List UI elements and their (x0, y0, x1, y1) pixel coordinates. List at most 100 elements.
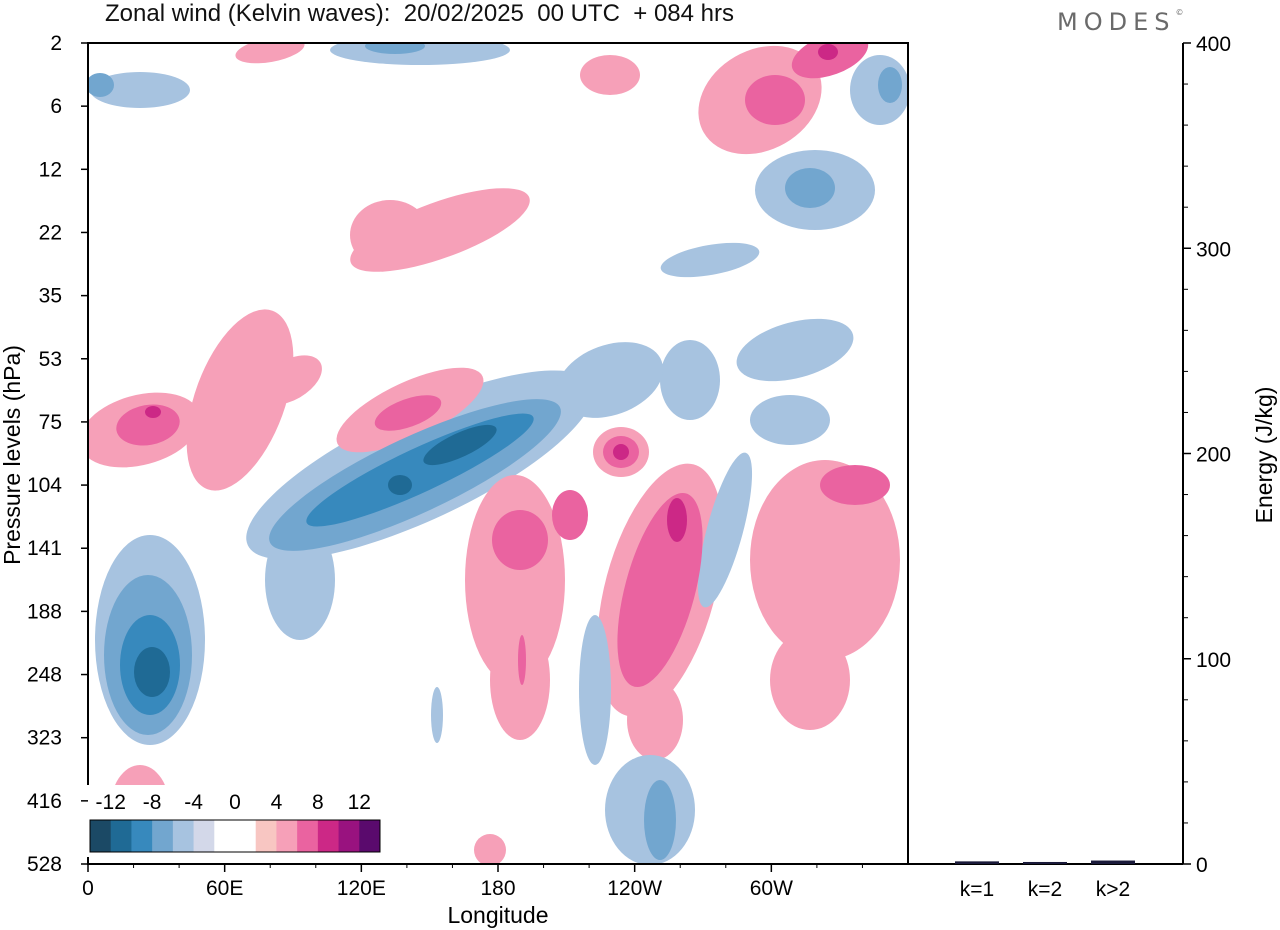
negative-wind-contour (878, 67, 902, 103)
negative-wind-contour (660, 340, 720, 420)
positive-wind-contour (258, 355, 322, 405)
colorbar-swatch (276, 820, 298, 852)
negative-wind-contour (579, 615, 611, 765)
energy-tick-label: 100 (1196, 649, 1231, 672)
x-tick-label: 180 (480, 877, 515, 900)
y-tick-label: 528 (27, 853, 62, 876)
y-tick-label: 53 (39, 348, 62, 371)
negative-wind-contour (785, 168, 835, 208)
y-tick-label: 104 (27, 474, 62, 497)
positive-wind-contour (613, 444, 629, 460)
y-tick-label: 35 (39, 285, 62, 308)
energy-axis-title: Energy (J/kg) (1251, 387, 1277, 524)
positive-wind-contour (745, 75, 805, 125)
colorbar-swatch (131, 820, 153, 852)
y-tick-label: 22 (39, 221, 62, 244)
colorbar-label: 0 (229, 791, 241, 814)
colorbar-swatch (359, 820, 381, 852)
colorbar-swatch (193, 820, 215, 852)
positive-wind-contour (552, 490, 588, 540)
positive-wind-contour (350, 200, 430, 270)
positive-wind-contour (617, 492, 703, 688)
negative-wind-contour (750, 395, 830, 445)
negative-wind-contour (90, 72, 190, 108)
positive-wind-contour (492, 510, 548, 570)
colorbar: -12 -8 -4 0 4 8 12 (84, 785, 386, 857)
energy-tick-label: 200 (1196, 444, 1231, 467)
y-tick-label: 188 (27, 600, 62, 623)
positive-wind-contour (145, 406, 161, 418)
positive-wind-contour (186, 309, 294, 491)
x-tick-label: 120W (607, 877, 662, 900)
negative-wind-contour (431, 687, 443, 743)
positive-wind-contour (750, 460, 900, 660)
y-tick-label: 12 (39, 158, 62, 181)
y-tick-label: 75 (39, 411, 62, 434)
colorbar-label: -4 (184, 791, 203, 814)
colorbar-label: -12 (96, 791, 126, 814)
colorbar-swatch (235, 820, 257, 852)
positive-wind-contour (627, 680, 683, 760)
colorbar-swatch (338, 820, 360, 852)
energy-panel: 0 100 200 300 400 k=1 k=2 k>2 (908, 33, 1231, 901)
negative-wind-contour (134, 647, 170, 697)
longitude-axis: 0 60E 120E 180 120W 60W (82, 864, 863, 900)
colorbar-swatch (172, 820, 195, 852)
negative-wind-contour (736, 318, 854, 382)
energy-category-label: k=2 (1028, 878, 1062, 901)
positive-wind-contour (667, 498, 687, 542)
colorbar-swatch (317, 820, 340, 852)
energy-bar (1091, 860, 1135, 864)
positive-wind-contour (818, 44, 838, 60)
y-tick-label: 416 (27, 790, 62, 813)
zonal-wind-heatmap (88, 43, 908, 864)
y-tick-label: 2 (50, 32, 62, 55)
energy-tick-label: 300 (1196, 238, 1231, 261)
positive-wind-contour (580, 55, 640, 95)
x-tick-label: 60E (206, 877, 243, 900)
modes-logo: MODES© (1057, 8, 1184, 36)
negative-wind-contour (365, 43, 425, 54)
colorbar-swatch (297, 820, 319, 852)
negative-wind-contour (644, 780, 676, 860)
energy-category-label: k>2 (1096, 878, 1130, 901)
energy-tick-label: 400 (1196, 33, 1231, 56)
y-tick-label: 323 (27, 727, 62, 750)
positive-wind-contour (116, 404, 180, 446)
negative-wind-contour (423, 424, 497, 466)
colorbar-swatch (90, 820, 112, 852)
positive-wind-contour (474, 834, 506, 864)
colorbar-swatch (152, 820, 174, 852)
positive-wind-contour (374, 395, 442, 431)
positive-wind-contour (518, 635, 526, 685)
energy-category-label: k=1 (960, 878, 994, 901)
x-tick-label: 120E (337, 877, 386, 900)
colorbar-swatch (255, 820, 277, 852)
colorbar-swatch (110, 820, 132, 852)
x-axis-title: Longitude (447, 902, 548, 928)
pressure-axis: 2 6 12 22 35 53 75 104 141 188 248 323 416 528 (27, 32, 88, 876)
colorbar-label: -8 (143, 791, 162, 814)
negative-wind-contour (88, 73, 114, 97)
y-tick-label: 141 (27, 537, 62, 560)
y-tick-label: 248 (27, 664, 62, 687)
colorbar-label: 4 (271, 791, 283, 814)
positive-wind-contour (770, 630, 850, 730)
y-tick-label: 6 (50, 95, 62, 118)
colorbar-swatch (214, 820, 236, 852)
colorbar-label: 8 (312, 791, 324, 814)
negative-wind-contour (388, 475, 412, 495)
x-tick-label: 0 (82, 877, 94, 900)
negative-wind-contour (697, 452, 753, 608)
energy-bar (1023, 861, 1067, 864)
y-axis-title: Pressure levels (hPa) (0, 345, 25, 565)
colorbar-label: 12 (348, 791, 371, 814)
positive-wind-contour (820, 465, 890, 505)
energy-bar (955, 861, 999, 864)
negative-wind-contour (556, 342, 664, 418)
modes-logo-text: MODES (1057, 8, 1176, 36)
chart-title: Zonal wind (Kelvin waves): 20/02/2025 00… (105, 0, 734, 27)
negative-wind-contour (660, 242, 760, 278)
energy-tick-label: 0 (1196, 854, 1208, 877)
